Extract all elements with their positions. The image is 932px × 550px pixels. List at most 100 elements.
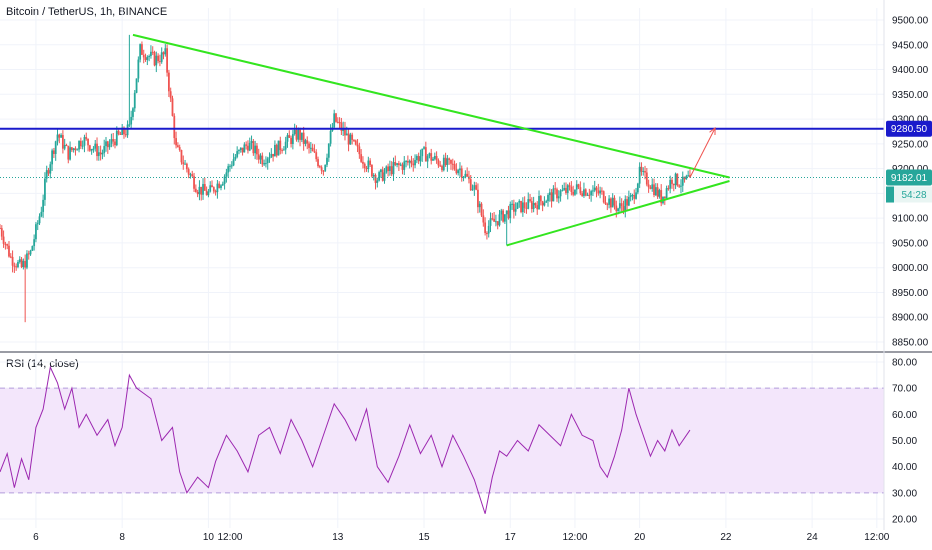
candle-body	[417, 156, 420, 162]
candle-body	[345, 133, 348, 136]
candle-body	[318, 166, 321, 168]
candle-body	[487, 225, 490, 234]
candle-body	[151, 51, 154, 53]
candle-body	[256, 145, 258, 155]
candle-body	[106, 141, 109, 148]
candle-body	[193, 176, 195, 189]
candle-body	[525, 207, 528, 209]
candle-body	[182, 162, 185, 165]
candle-body	[410, 160, 413, 164]
candle-body	[441, 166, 443, 171]
time-tick-label: 13	[332, 532, 344, 543]
candle-body	[414, 160, 416, 166]
candle-body	[636, 183, 639, 193]
candle-body	[153, 52, 156, 66]
candle-body	[336, 121, 339, 123]
candle-body	[279, 140, 282, 151]
candle-body	[597, 190, 600, 194]
candle-body	[202, 184, 204, 195]
candle-body	[640, 166, 643, 172]
time-tick-label: 12:00	[217, 532, 242, 543]
candle-body	[624, 199, 627, 212]
candle-body	[254, 145, 257, 154]
candle-body	[171, 98, 174, 116]
candle-body	[94, 143, 97, 149]
candle-body	[124, 134, 127, 136]
candle-body	[408, 160, 411, 163]
candle-body	[674, 173, 677, 186]
candle-body	[247, 145, 249, 151]
countdown-tag-edge	[886, 186, 894, 203]
candle-body	[288, 135, 291, 138]
candle-body	[225, 172, 228, 177]
candle-body	[115, 130, 118, 146]
candle-body	[160, 52, 163, 62]
candle-body	[164, 48, 167, 55]
candle-body	[376, 180, 379, 183]
candle-body	[599, 190, 602, 194]
candle-body	[119, 133, 122, 135]
candle-body	[56, 134, 59, 142]
candle-body	[241, 147, 244, 153]
candle-body	[132, 108, 134, 117]
candle-body	[63, 144, 66, 149]
candle-body	[338, 122, 341, 124]
candle-body	[543, 202, 546, 206]
projection-arrow[interactable]	[689, 127, 716, 178]
candle-body	[527, 199, 530, 209]
candle-body	[534, 203, 537, 206]
candle-body	[58, 134, 61, 138]
candle-body	[29, 250, 32, 255]
candle-body	[200, 186, 203, 195]
rsi-tick-label: 60.00	[892, 410, 917, 421]
triangle-lower-trendline[interactable]	[506, 180, 730, 247]
candle-body	[572, 191, 575, 195]
candle-body	[275, 144, 278, 156]
last-price-tag-bg	[886, 169, 932, 186]
rsi-line	[0, 365, 691, 514]
candle-body	[261, 155, 264, 165]
candle-body	[498, 214, 501, 226]
candle-body	[362, 161, 364, 164]
candle-body	[20, 259, 23, 268]
candle-body	[4, 243, 7, 245]
candle-body	[9, 256, 12, 258]
candle-body	[45, 170, 48, 179]
triangle-upper-trendline[interactable]	[132, 33, 730, 179]
price-tick-label: 9250.00	[892, 139, 929, 150]
candle-body	[178, 147, 181, 151]
candle-body	[281, 150, 283, 152]
candle-body	[480, 203, 483, 216]
candle-body	[421, 148, 424, 157]
candle-body	[35, 224, 37, 240]
candle-body	[67, 145, 70, 160]
projection-arrow-head	[709, 126, 716, 136]
candle-body	[245, 144, 248, 146]
candle-body	[297, 129, 300, 140]
candle-body	[561, 189, 564, 191]
candle-body	[493, 218, 496, 222]
candle-body	[126, 124, 129, 136]
candle-body	[83, 137, 86, 146]
candle-body	[477, 189, 479, 208]
price-tick-label: 8850.00	[892, 338, 929, 349]
candle-body	[568, 185, 571, 187]
candle-body	[592, 190, 594, 192]
candle-body	[221, 183, 224, 186]
candle-body	[185, 163, 188, 170]
candle-body	[2, 236, 5, 244]
candle-body	[22, 260, 25, 268]
candle-body	[489, 218, 492, 226]
candle-body	[79, 140, 82, 147]
candle-body	[311, 147, 314, 152]
candle-body	[550, 192, 553, 202]
candle-body	[24, 260, 27, 268]
candle-body	[681, 176, 684, 186]
candle-body	[518, 200, 521, 203]
candle-body	[130, 116, 133, 125]
candle-body	[299, 129, 301, 140]
candle-body	[635, 192, 637, 199]
candle-body	[87, 138, 89, 146]
candle-body	[419, 156, 422, 162]
